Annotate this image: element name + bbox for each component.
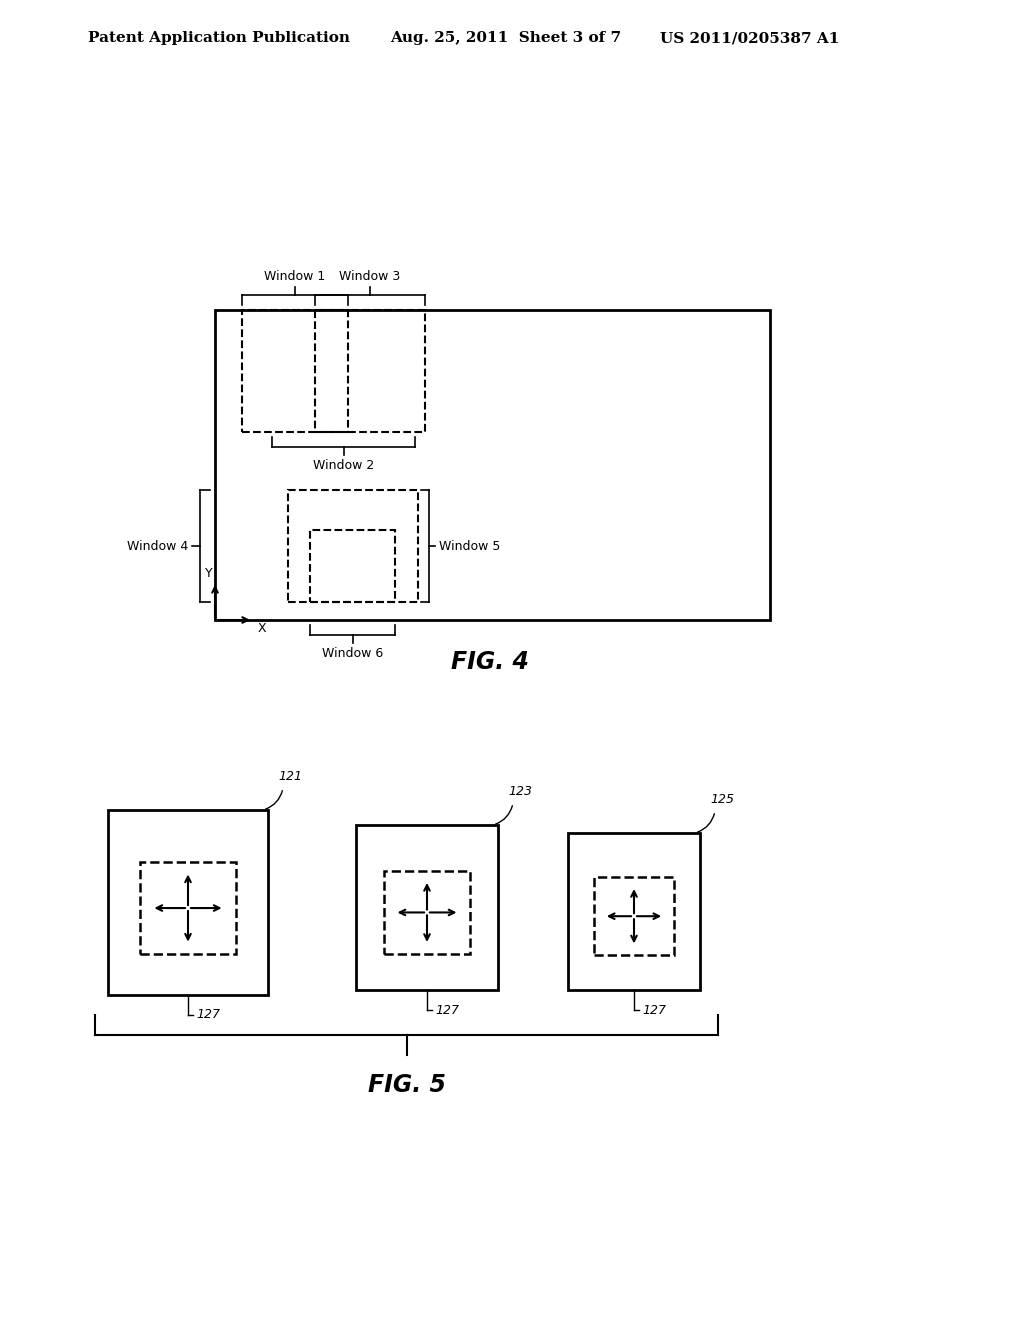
- Text: Window 1: Window 1: [264, 271, 326, 282]
- Text: US 2011/0205387 A1: US 2011/0205387 A1: [660, 30, 840, 45]
- Text: FIG. 4: FIG. 4: [451, 649, 529, 675]
- Bar: [215, 310, 770, 620]
- Text: Patent Application Publication: Patent Application Publication: [88, 30, 350, 45]
- Text: Window 5: Window 5: [439, 540, 501, 553]
- Text: 123: 123: [508, 785, 532, 799]
- Bar: [315, 310, 425, 432]
- Text: Window 3: Window 3: [339, 271, 400, 282]
- Text: 127: 127: [642, 1003, 666, 1016]
- Text: 125: 125: [710, 793, 734, 807]
- Text: 127: 127: [196, 1008, 220, 1022]
- Bar: [568, 833, 700, 990]
- Text: 121: 121: [278, 770, 302, 783]
- Bar: [384, 871, 470, 953]
- Text: Y: Y: [205, 568, 213, 579]
- Bar: [140, 862, 236, 954]
- Text: Aug. 25, 2011  Sheet 3 of 7: Aug. 25, 2011 Sheet 3 of 7: [390, 30, 622, 45]
- Text: Window 2: Window 2: [313, 459, 374, 473]
- Text: Window 6: Window 6: [322, 647, 383, 660]
- Text: 127: 127: [435, 1003, 459, 1016]
- Text: FIG. 5: FIG. 5: [368, 1073, 445, 1097]
- Bar: [108, 810, 268, 995]
- Bar: [356, 825, 498, 990]
- Bar: [288, 490, 418, 602]
- Bar: [242, 310, 348, 432]
- Bar: [594, 876, 674, 956]
- Text: Window 4: Window 4: [127, 540, 188, 553]
- Bar: [310, 531, 395, 602]
- Text: X: X: [258, 622, 266, 635]
